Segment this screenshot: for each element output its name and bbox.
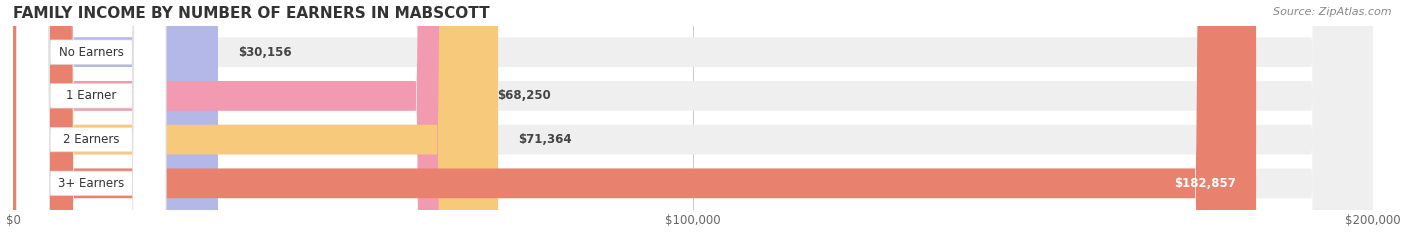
Text: No Earners: No Earners <box>59 46 124 59</box>
Text: $68,250: $68,250 <box>498 89 551 102</box>
FancyBboxPatch shape <box>13 0 498 233</box>
FancyBboxPatch shape <box>13 0 1372 233</box>
Text: 2 Earners: 2 Earners <box>63 133 120 146</box>
Text: $182,857: $182,857 <box>1174 177 1236 190</box>
Text: 3+ Earners: 3+ Earners <box>58 177 124 190</box>
FancyBboxPatch shape <box>13 0 477 233</box>
FancyBboxPatch shape <box>13 0 1256 233</box>
Text: $30,156: $30,156 <box>239 46 292 59</box>
FancyBboxPatch shape <box>17 0 166 233</box>
FancyBboxPatch shape <box>13 0 1372 233</box>
FancyBboxPatch shape <box>13 0 1372 233</box>
FancyBboxPatch shape <box>13 0 218 233</box>
FancyBboxPatch shape <box>17 0 166 233</box>
FancyBboxPatch shape <box>17 0 166 233</box>
Text: 1 Earner: 1 Earner <box>66 89 117 102</box>
Text: $71,364: $71,364 <box>519 133 572 146</box>
FancyBboxPatch shape <box>17 0 166 233</box>
Text: FAMILY INCOME BY NUMBER OF EARNERS IN MABSCOTT: FAMILY INCOME BY NUMBER OF EARNERS IN MA… <box>13 6 489 21</box>
Text: Source: ZipAtlas.com: Source: ZipAtlas.com <box>1274 7 1392 17</box>
FancyBboxPatch shape <box>13 0 1372 233</box>
